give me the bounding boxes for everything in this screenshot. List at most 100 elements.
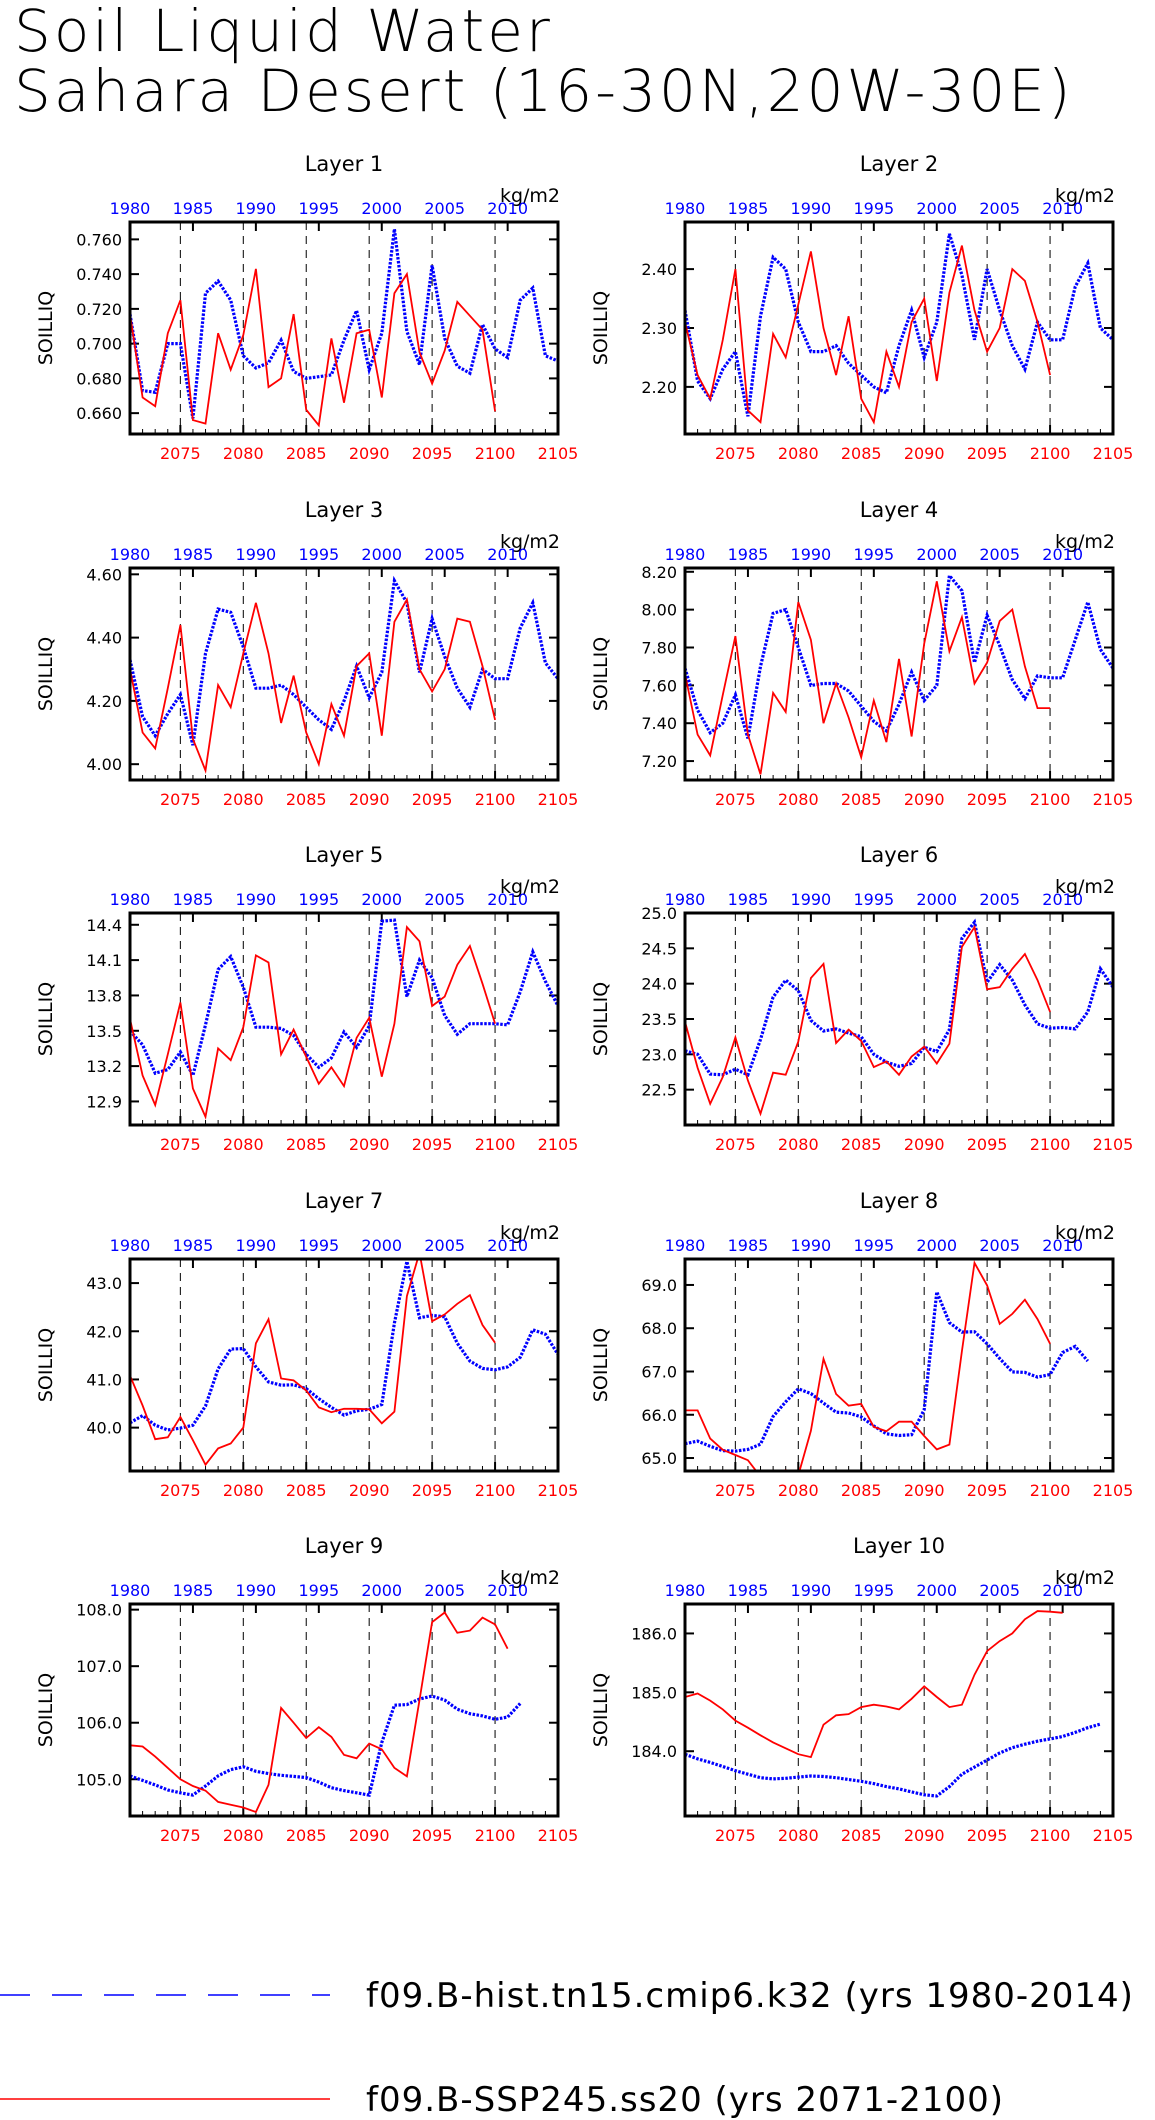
x-tick-label-top: 1995 <box>298 1581 339 1600</box>
y-tick-label: 0.680 <box>76 369 122 388</box>
x-tick-label-top: 1985 <box>173 890 214 909</box>
x-tick-label-top: 2005 <box>424 890 465 909</box>
legend-label-hist: f09.B-hist.tn15.cmip6.k32 (yrs 1980-2014… <box>366 1976 1134 2016</box>
y-tick-label: 24.5 <box>641 939 677 958</box>
x-tick-label-top: 1980 <box>110 1236 151 1255</box>
x-tick-label-bottom: 2085 <box>841 444 882 463</box>
x-tick-label-top: 2000 <box>361 1236 402 1255</box>
y-tick-label: 2.20 <box>641 378 677 397</box>
series-line-ssp <box>685 927 1050 1114</box>
x-tick-label-bottom: 2090 <box>904 1481 945 1500</box>
x-tick-label-top: 1985 <box>173 199 214 218</box>
x-tick-label-bottom: 2090 <box>349 444 390 463</box>
chart-panel-layer-7: Layer 7kg/m2SOILLIQ2075 2080 2085 2090 2095 2… <box>35 1189 578 1500</box>
x-tick-label-top: 2000 <box>361 199 402 218</box>
x-tick-label-bottom: 2095 <box>967 790 1008 809</box>
x-tick-label-bottom: 2090 <box>349 1135 390 1154</box>
x-tick-label-top: 2005 <box>979 199 1020 218</box>
y-tick-label: 185.0 <box>631 1683 677 1702</box>
x-tick-label-bottom: 2075 <box>160 444 201 463</box>
legend-label-ssp: f09.B-SSP245.ss20 (yrs 2071-2100) <box>366 2080 1004 2120</box>
x-tick-label-top: 1985 <box>173 1581 214 1600</box>
x-tick-label-bottom: 2095 <box>967 1481 1008 1500</box>
series-line-hist <box>685 922 1126 1075</box>
chart-panel-layer-10: Layer 10 kg/m2 SOILLIQ 2075 2080 2085 2090 2095… <box>590 1534 1133 1845</box>
x-tick-label-top: 2010 <box>487 1236 528 1255</box>
x-tick-label-top: 2005 <box>424 199 465 218</box>
x-tick-label-bottom: 2085 <box>286 1135 327 1154</box>
x-tick-label-bottom: 2090 <box>904 444 945 463</box>
x-tick-label-bottom: 2105 <box>538 1481 579 1500</box>
x-tick-label-top: 1990 <box>236 1581 277 1600</box>
y-axis-label: SOILLIQ <box>35 1328 57 1402</box>
y-tick-label: 68.0 <box>641 1319 677 1338</box>
x-tick-label-bottom: 2075 <box>715 1481 756 1500</box>
x-tick-label-top: 2010 <box>487 1581 528 1600</box>
series-line-hist <box>130 920 558 1075</box>
x-tick-label-top: 1985 <box>728 545 769 564</box>
y-tick-label: 0.760 <box>76 230 122 249</box>
x-tick-label-top: 1990 <box>791 1236 832 1255</box>
x-tick-label-bottom: 2075 <box>715 790 756 809</box>
x-tick-label-bottom: 2095 <box>412 1135 453 1154</box>
x-tick-label-bottom: 2080 <box>223 1135 264 1154</box>
x-tick-label-top: 1980 <box>665 545 706 564</box>
series-line-ssp <box>130 927 495 1117</box>
panel-title: Layer 7 <box>305 1189 384 1213</box>
y-tick-label: 4.60 <box>86 565 122 584</box>
x-tick-label-top: 1985 <box>728 890 769 909</box>
x-tick-label-bottom: 2105 <box>538 444 579 463</box>
x-tick-label-bottom: 2095 <box>412 1481 453 1500</box>
y-tick-label: 0.660 <box>76 404 122 423</box>
chart-panel-layer-9: Layer 9kg/m2SOILLIQ2075 2080 2085 2090 2095 2… <box>35 1534 578 1845</box>
x-tick-label-top: 2010 <box>1042 890 1083 909</box>
x-tick-label-top: 2010 <box>1042 199 1083 218</box>
x-tick-label-top: 1990 <box>236 199 277 218</box>
x-tick-label-bottom: 2105 <box>538 1826 579 1845</box>
panel-title: Layer 6 <box>860 843 939 867</box>
x-tick-label-top: 1990 <box>236 890 277 909</box>
y-tick-label: 13.5 <box>86 1022 122 1041</box>
y-tick-label: 13.8 <box>86 986 122 1005</box>
x-tick-label-bottom: 2100 <box>475 1826 516 1845</box>
x-tick-label-bottom: 2075 <box>715 444 756 463</box>
x-tick-label-top: 1990 <box>791 199 832 218</box>
x-tick-label-top: 1990 <box>791 890 832 909</box>
x-tick-label-top: 2000 <box>916 545 957 564</box>
x-tick-label-bottom: 2075 <box>715 1135 756 1154</box>
y-tick-label: 40.0 <box>86 1419 122 1438</box>
x-tick-label-bottom: 2100 <box>1030 1481 1071 1500</box>
y-tick-label: 4.40 <box>86 629 122 648</box>
x-tick-label-top: 1985 <box>728 1581 769 1600</box>
y-tick-label: 67.0 <box>641 1362 677 1381</box>
series-line-ssp <box>685 1611 1063 1757</box>
series-line-hist <box>685 1724 1100 1796</box>
x-tick-label-top: 1995 <box>853 199 894 218</box>
y-tick-label: 43.0 <box>86 1274 122 1293</box>
x-tick-label-top: 1980 <box>110 1581 151 1600</box>
x-tick-label-top: 2000 <box>916 1236 957 1255</box>
plot-frame <box>130 1604 558 1816</box>
x-tick-label-top: 1980 <box>665 1581 706 1600</box>
x-tick-label-bottom: 2105 <box>1093 1826 1134 1845</box>
series-line-hist <box>130 229 558 418</box>
x-tick-label-top: 1985 <box>728 1236 769 1255</box>
x-tick-label-bottom: 2095 <box>967 444 1008 463</box>
x-tick-label-bottom: 2090 <box>904 1826 945 1845</box>
y-tick-label: 23.0 <box>641 1045 677 1064</box>
x-tick-label-bottom: 2095 <box>967 1135 1008 1154</box>
x-tick-label-bottom: 2105 <box>538 1135 579 1154</box>
x-tick-label-bottom: 2095 <box>412 1826 453 1845</box>
x-tick-label-top: 1980 <box>110 890 151 909</box>
x-tick-label-top: 1995 <box>853 890 894 909</box>
panel-title: Layer 3 <box>305 498 384 522</box>
x-tick-label-top: 1980 <box>110 545 151 564</box>
x-tick-label-top: 1995 <box>298 1236 339 1255</box>
x-tick-label-top: 2005 <box>979 1581 1020 1600</box>
x-tick-label-bottom: 2075 <box>160 1135 201 1154</box>
x-tick-label-bottom: 2085 <box>841 1481 882 1500</box>
x-tick-label-top: 2000 <box>916 890 957 909</box>
y-tick-label: 8.00 <box>641 601 677 620</box>
x-tick-label-top: 2000 <box>361 545 402 564</box>
chart-panel-layer-2: Layer 2 kg/m2 SOILLIQ 2075 2080 2085 2090 2095 2… <box>590 152 1133 463</box>
